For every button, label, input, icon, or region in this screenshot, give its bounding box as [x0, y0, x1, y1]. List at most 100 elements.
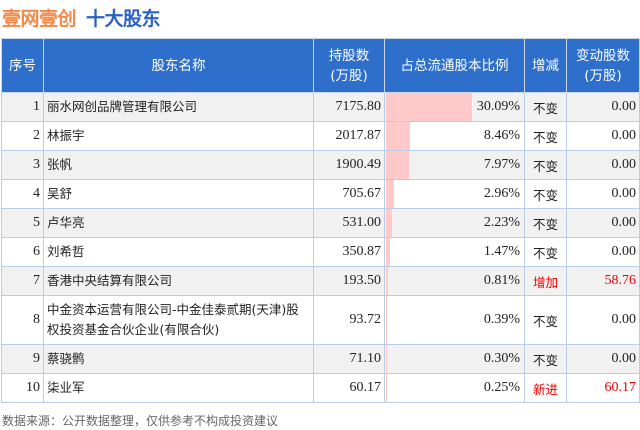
company-name: 壹网壹创	[2, 8, 77, 30]
pct-bar	[386, 122, 411, 150]
delta-shares: 0.00	[566, 179, 640, 209]
shareholder-name: 卢华亮	[43, 208, 314, 238]
shareholder-name: 林振宇	[43, 121, 314, 151]
table-row: 1 丽水网创品牌管理有限公司 7175.80 30.09% 不变 0.00	[1, 92, 640, 122]
header-pct: 占总流通股本比例	[384, 38, 525, 93]
pct-cell: 8.46%	[384, 121, 525, 151]
pct-bar	[386, 180, 395, 208]
shares: 2017.87	[313, 121, 385, 151]
pct-value: 7.97%	[483, 157, 520, 172]
pct-value: 8.46%	[483, 128, 520, 143]
shares: 193.50	[313, 266, 385, 296]
change-status: 不变	[524, 295, 567, 345]
shareholder-name: 丽水网创品牌管理有限公司	[43, 92, 314, 122]
delta-shares: 0.00	[566, 208, 640, 238]
pct-cell: 2.96%	[384, 179, 525, 209]
change-status: 新进	[524, 373, 567, 403]
pct-bar	[386, 93, 473, 121]
shareholder-name: 柒业军	[43, 373, 314, 403]
pct-value: 0.81%	[483, 273, 520, 288]
shareholder-name: 刘希哲	[43, 237, 314, 267]
change-status: 不变	[524, 150, 567, 180]
shares: 7175.80	[313, 92, 385, 122]
table-row: 10 柒业军 60.17 0.25% 新进 60.17	[1, 373, 640, 403]
row-no: 7	[1, 266, 44, 296]
header-no: 序号	[1, 38, 44, 93]
pct-bar	[386, 296, 388, 344]
delta-shares: 0.00	[566, 344, 640, 374]
shareholder-name: 蔡骁鹘	[43, 344, 314, 374]
pct-value: 0.30%	[483, 351, 520, 366]
row-no: 8	[1, 295, 44, 345]
table-row: 3 张帆 1900.49 7.97% 不变 0.00	[1, 150, 640, 180]
pct-value: 2.23%	[483, 215, 520, 230]
shares: 705.67	[313, 179, 385, 209]
shareholder-name: 香港中央结算有限公司	[43, 266, 314, 296]
pct-bar	[386, 151, 409, 179]
shares: 71.10	[313, 344, 385, 374]
shares: 350.87	[313, 237, 385, 267]
pct-bar	[386, 267, 389, 295]
delta-shares: 0.00	[566, 295, 640, 345]
pct-value: 0.25%	[483, 380, 520, 395]
pct-cell: 0.25%	[384, 373, 525, 403]
delta-shares: 58.76	[566, 266, 640, 296]
table-header: 序号 股东名称 持股数 (万股) 占总流通股本比例 增减 变动股数 (万股)	[1, 38, 640, 93]
pct-bar	[386, 238, 391, 266]
row-no: 1	[1, 92, 44, 122]
shares: 531.00	[313, 208, 385, 238]
page-title: 壹网壹创 十大股东	[2, 4, 161, 31]
shares: 60.17	[313, 373, 385, 403]
row-no: 5	[1, 208, 44, 238]
shareholder-name: 张帆	[43, 150, 314, 180]
pct-cell: 7.97%	[384, 150, 525, 180]
pct-value: 30.09%	[476, 99, 520, 114]
row-no: 3	[1, 150, 44, 180]
table-row: 7 香港中央结算有限公司 193.50 0.81% 增加 58.76	[1, 266, 640, 296]
change-status: 不变	[524, 344, 567, 374]
footer-source: 数据来源：公开数据整理，仅供参考不构成投资建议	[2, 414, 279, 428]
section-title: 十大股东	[86, 8, 161, 30]
pct-value: 1.47%	[483, 244, 520, 259]
shareholder-name: 吴舒	[43, 179, 314, 209]
shareholders-table: 序号 股东名称 持股数 (万股) 占总流通股本比例 增减 变动股数 (万股) 1…	[1, 38, 640, 403]
delta-shares: 0.00	[566, 92, 640, 122]
change-status: 不变	[524, 208, 567, 238]
change-status: 增加	[524, 266, 567, 296]
change-status: 不变	[524, 237, 567, 267]
change-status: 不变	[524, 92, 567, 122]
pct-bar	[386, 374, 387, 402]
change-status: 不变	[524, 121, 567, 151]
pct-value: 0.39%	[483, 312, 520, 327]
pct-cell: 0.30%	[384, 344, 525, 374]
table-row: 2 林振宇 2017.87 8.46% 不变 0.00	[1, 121, 640, 151]
pct-value: 2.96%	[483, 186, 520, 201]
row-no: 10	[1, 373, 44, 403]
header-name: 股东名称	[43, 38, 314, 93]
table-row: 6 刘希哲 350.87 1.47% 不变 0.00	[1, 237, 640, 267]
pct-cell: 0.81%	[384, 266, 525, 296]
shares: 93.72	[313, 295, 385, 345]
pct-cell: 2.23%	[384, 208, 525, 238]
row-no: 2	[1, 121, 44, 151]
table-row: 8 中金资本运营有限公司-中金佳泰贰期(天津)股权投资基金合伙企业(有限合伙) …	[1, 295, 640, 345]
delta-shares: 0.00	[566, 121, 640, 151]
shareholder-name: 中金资本运营有限公司-中金佳泰贰期(天津)股权投资基金合伙企业(有限合伙)	[43, 295, 314, 345]
pct-cell: 0.39%	[384, 295, 525, 345]
pct-cell: 30.09%	[384, 92, 525, 122]
header-change: 增减	[524, 38, 567, 93]
change-status: 不变	[524, 179, 567, 209]
shares: 1900.49	[313, 150, 385, 180]
pct-bar	[386, 209, 393, 237]
delta-shares: 60.17	[566, 373, 640, 403]
header-delta: 变动股数 (万股)	[566, 38, 640, 93]
row-no: 4	[1, 179, 44, 209]
row-no: 9	[1, 344, 44, 374]
header-shares: 持股数 (万股)	[313, 38, 385, 93]
delta-shares: 0.00	[566, 237, 640, 267]
row-no: 6	[1, 237, 44, 267]
pct-cell: 1.47%	[384, 237, 525, 267]
delta-shares: 0.00	[566, 150, 640, 180]
table-row: 5 卢华亮 531.00 2.23% 不变 0.00	[1, 208, 640, 238]
table-row: 4 吴舒 705.67 2.96% 不变 0.00	[1, 179, 640, 209]
